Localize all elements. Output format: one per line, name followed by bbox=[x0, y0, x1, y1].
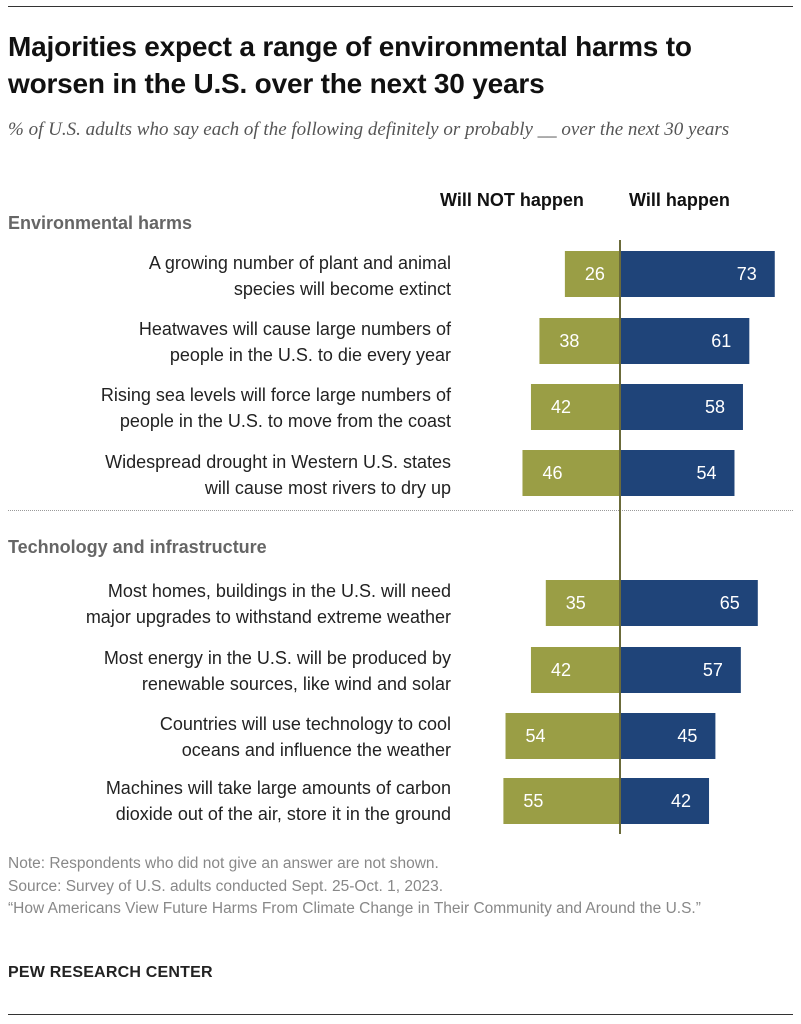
item-label-drought: Widespread drought in Western U.S. state… bbox=[0, 449, 451, 501]
value-label-will-not: 38 bbox=[559, 331, 579, 351]
top-rule bbox=[8, 6, 793, 7]
value-label-will-not: 46 bbox=[542, 463, 562, 483]
item-label-line: Machines will take large amounts of carb… bbox=[105, 778, 451, 798]
value-label-will: 65 bbox=[720, 593, 740, 613]
item-label-carbon: Machines will take large amounts of carb… bbox=[0, 775, 451, 827]
column-header-will-not: Will NOT happen bbox=[440, 190, 584, 210]
chart-notes: Note: Respondents who did not give an an… bbox=[8, 853, 793, 921]
item-label-renewable: Most energy in the U.S. will be produced… bbox=[0, 645, 451, 697]
section-title-technology: Technology and infrastructure bbox=[8, 537, 267, 557]
bar-will-not-1-1 bbox=[530, 647, 620, 693]
item-label-buildings: Most homes, buildings in the U.S. will n… bbox=[0, 578, 451, 630]
section-title-environmental: Environmental harms bbox=[8, 213, 193, 233]
item-label-line: Most energy in the U.S. will be produced… bbox=[103, 648, 451, 668]
item-label-line: Rising sea levels will force large numbe… bbox=[100, 385, 451, 405]
item-label-line: people in the U.S. to die every year bbox=[169, 345, 451, 365]
bar-will-0-2 bbox=[620, 384, 743, 430]
value-label-will: 54 bbox=[696, 463, 716, 483]
bar-will-not-1-0 bbox=[545, 580, 620, 626]
value-label-will-not: 42 bbox=[551, 397, 571, 417]
item-label-heatwaves: Heatwaves will cause large numbers of pe… bbox=[0, 316, 451, 368]
bar-will-0-3 bbox=[620, 450, 735, 496]
item-label-line: dioxide out of the air, store it in the … bbox=[115, 804, 451, 824]
bar-will-not-0-2 bbox=[530, 384, 620, 430]
bar-will-1-2 bbox=[620, 713, 716, 759]
item-label-line: species will become extinct bbox=[233, 279, 451, 299]
chart-title: Majorities expect a range of environment… bbox=[8, 31, 692, 99]
bar-will-not-0-3 bbox=[522, 450, 620, 496]
value-label-will-not: 26 bbox=[585, 264, 605, 284]
value-label-will-not: 54 bbox=[526, 726, 546, 746]
chart-subtitle: % of U.S. adults who say each of the fol… bbox=[8, 119, 730, 140]
column-header-will: Will happen bbox=[629, 190, 730, 210]
bar-will-not-0-1 bbox=[539, 318, 620, 364]
source-text: Source: Survey of U.S. adults conducted … bbox=[8, 877, 444, 895]
report-title-text: “How Americans View Future Harms From Cl… bbox=[8, 900, 701, 917]
value-label-will: 45 bbox=[677, 726, 697, 746]
bar-will-0-0 bbox=[620, 251, 775, 297]
value-label-will: 61 bbox=[711, 331, 731, 351]
item-label-cool-oceans: Countries will use technology to cool oc… bbox=[0, 711, 451, 763]
value-label-will: 58 bbox=[705, 397, 725, 417]
item-label-line: people in the U.S. to move from the coas… bbox=[119, 411, 451, 431]
item-label-line: Countries will use technology to cool bbox=[159, 714, 451, 734]
value-label-will: 42 bbox=[671, 791, 691, 811]
bar-will-1-0 bbox=[620, 580, 758, 626]
item-label-line: Heatwaves will cause large numbers of bbox=[138, 319, 451, 339]
pew-logo-text: PEW RESEARCH CENTER bbox=[8, 964, 213, 981]
bar-will-not-0-0 bbox=[564, 251, 620, 297]
item-label-extinct: A growing number of plant and animal spe… bbox=[0, 250, 451, 302]
note-text: Note: Respondents who did not give an an… bbox=[8, 855, 439, 872]
bar-will-not-1-3 bbox=[503, 778, 620, 824]
item-label-sea-levels: Rising sea levels will force large numbe… bbox=[0, 382, 451, 434]
bar-will-1-3 bbox=[620, 778, 710, 824]
item-label-line: major upgrades to withstand extreme weat… bbox=[85, 607, 451, 627]
value-label-will-not: 35 bbox=[566, 593, 586, 613]
value-label-will-not: 55 bbox=[523, 791, 543, 811]
item-label-line: A growing number of plant and animal bbox=[148, 253, 451, 273]
value-label-will-not: 42 bbox=[551, 660, 571, 680]
item-label-line: Most homes, buildings in the U.S. will n… bbox=[107, 581, 451, 601]
section-divider bbox=[8, 510, 793, 511]
item-label-line: Widespread drought in Western U.S. state… bbox=[105, 452, 451, 472]
item-label-line: renewable sources, like wind and solar bbox=[141, 674, 451, 694]
value-label-will: 57 bbox=[703, 660, 723, 680]
bar-will-0-1 bbox=[620, 318, 750, 364]
value-label-will: 73 bbox=[737, 264, 757, 284]
bar-will-1-1 bbox=[620, 647, 741, 693]
item-label-line: will cause most rivers to dry up bbox=[204, 478, 451, 498]
item-label-line: oceans and influence the weather bbox=[181, 740, 451, 760]
bar-will-not-1-2 bbox=[505, 713, 620, 759]
bottom-rule bbox=[8, 1014, 793, 1015]
